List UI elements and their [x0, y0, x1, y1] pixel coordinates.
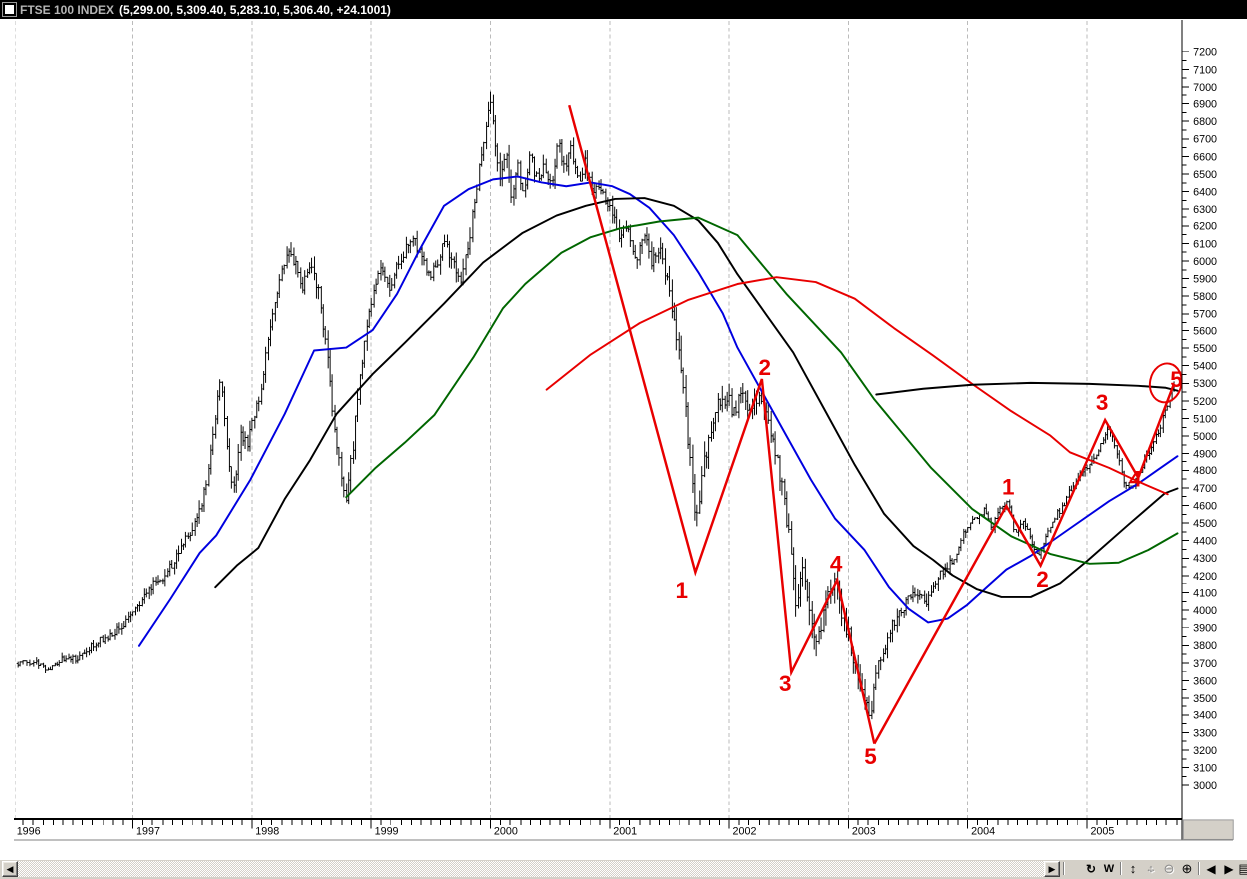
y-axis-label: 5000 — [1193, 431, 1217, 443]
y-axis-label: 4100 — [1193, 587, 1217, 599]
window-list-button[interactable]: ▤ — [1238, 861, 1247, 876]
y-axis-label: 7000 — [1193, 82, 1217, 94]
y-axis-label: 4700 — [1193, 483, 1217, 495]
y-axis-label: 4900 — [1193, 449, 1217, 461]
y-axis-label: 6400 — [1193, 187, 1217, 199]
y-axis-label: 3300 — [1193, 727, 1217, 739]
x-axis-label: 1996 — [17, 826, 41, 838]
wave-label-4: 4 — [830, 551, 843, 576]
x-axis-label: 2005 — [1090, 826, 1114, 838]
y-axis-label: 5300 — [1193, 378, 1217, 390]
y-axis-label: 6600 — [1193, 151, 1217, 163]
y-axis-label: 6100 — [1193, 238, 1217, 250]
y-axis-label: 7100 — [1193, 64, 1217, 76]
divider-2 — [1198, 862, 1200, 875]
y-axis-label: 4500 — [1193, 518, 1217, 530]
axis-corner-filler — [1182, 819, 1234, 840]
scroll-page-right-button[interactable]: ▶ — [1224, 862, 1234, 876]
wave-label-3: 3 — [1096, 390, 1109, 415]
x-axis-label: 2004 — [971, 826, 995, 838]
y-axis-label: 6000 — [1193, 256, 1217, 268]
y-axis-label: 6300 — [1193, 204, 1217, 216]
ma-medium-black-line — [214, 197, 1179, 598]
y-axis-label: 5600 — [1193, 325, 1217, 337]
y-axis-label: 4000 — [1193, 605, 1217, 617]
zoom-in-button[interactable]: ⊕ — [1181, 861, 1193, 876]
wave-label-1: 1 — [1002, 474, 1015, 499]
y-axis-label: 4800 — [1193, 465, 1217, 477]
wave-label-5: 5 — [864, 744, 877, 769]
y-axis-label: 4300 — [1193, 553, 1217, 565]
y-axis-label: 3800 — [1193, 640, 1217, 652]
wave-label-4: 4 — [1129, 467, 1142, 492]
y-axis-label: 3600 — [1193, 675, 1217, 687]
y-axis-label: 6800 — [1193, 116, 1217, 128]
wave-label-3: 3 — [779, 671, 792, 696]
y-axis-label: 5400 — [1193, 361, 1217, 373]
elliott-wave-up — [873, 384, 1175, 745]
x-axis-ticks — [22, 819, 1178, 829]
scrollbar-left-arrow[interactable]: ◀ — [2, 861, 18, 877]
y-axis-label: 4600 — [1193, 500, 1217, 512]
wave-5-circle — [1148, 362, 1183, 404]
ma-fast-blue-line — [137, 175, 1179, 647]
wave-label-2: 2 — [1036, 567, 1049, 592]
x-axis-label: 2000 — [494, 826, 518, 838]
pan-tool-button-overlay-glyph: ↕ — [1148, 863, 1154, 875]
y-axis-label: 4400 — [1193, 536, 1217, 548]
y-axis-label: 3900 — [1193, 623, 1217, 635]
y-axis-label: 5700 — [1193, 309, 1217, 321]
fit-y-scale-button[interactable]: ↕ — [1129, 861, 1137, 876]
y-axis-label: 5100 — [1193, 413, 1217, 425]
scroll-page-left-button[interactable]: ◀ — [1206, 862, 1216, 876]
y-axis-ticks — [1181, 51, 1190, 786]
wave-label-1: 1 — [676, 578, 689, 603]
y-axis-label: 3000 — [1193, 780, 1217, 792]
window-title: FTSE 100 INDEX — [20, 2, 115, 17]
y-axis-label: 6700 — [1193, 134, 1217, 146]
window-icon[interactable] — [3, 3, 16, 16]
wave-label-2: 2 — [759, 355, 772, 380]
x-axis-label: 1999 — [375, 826, 399, 838]
y-axis-label: 3400 — [1193, 710, 1217, 722]
x-axis-label: 2001 — [613, 826, 637, 838]
ma-flat-black-line — [875, 381, 1179, 396]
ma-long-red-line — [545, 276, 1169, 496]
y-axis-label: 3500 — [1193, 693, 1217, 705]
y-axis-label: 6900 — [1193, 99, 1217, 111]
zoom-out-button: ⊖ — [1163, 861, 1175, 876]
x-axis-label: 1998 — [255, 826, 279, 838]
x-axis-label: 2003 — [852, 826, 876, 838]
chart-canvas[interactable]: 1 2 3 4 5 1 2 3 4 5 3000 3100 3200 3300 3400 3500 3600 37… — [0, 19, 1247, 860]
y-axis-label: 5900 — [1193, 274, 1217, 286]
y-axis-label: 5500 — [1193, 343, 1217, 355]
y-axis-label: 3200 — [1193, 745, 1217, 757]
y-axis-label: 7200 — [1193, 47, 1217, 59]
price-bars — [16, 91, 1176, 723]
year-gridlines — [14, 20, 1088, 818]
pan-tool-button: ↔ ↕ — [1142, 861, 1160, 877]
window-quote-values: (5,299.00, 5,309.40, 5,283.10, 5,306.40,… — [119, 2, 391, 17]
elliott-wave-down — [568, 104, 876, 744]
toolbar-divider — [1063, 862, 1065, 875]
ma-slow-green-line — [345, 216, 1179, 565]
x-axis-label: 2002 — [733, 826, 757, 838]
y-axis-label: 4200 — [1193, 571, 1217, 583]
y-axis-label: 3100 — [1193, 762, 1217, 774]
x-axis-label: 1997 — [136, 826, 160, 838]
y-axis-label: 6500 — [1193, 169, 1217, 181]
scrollbar-right-arrow[interactable]: ▶ — [1044, 861, 1060, 877]
y-axis-label: 6200 — [1193, 221, 1217, 233]
weekly-periodicity-button[interactable]: W — [1103, 863, 1115, 875]
y-axis-label: 3700 — [1193, 658, 1217, 670]
divider-1 — [1120, 862, 1122, 875]
refresh-button[interactable]: ↻ — [1085, 862, 1097, 876]
y-axis-label: 5800 — [1193, 291, 1217, 303]
y-axis-label: 5200 — [1193, 396, 1217, 408]
bottom-toolbar: ◀ ▶ ↻ W ↕ ↔ ↕ ⊖ ⊕ ◀ ▶ ▤ — [0, 860, 1247, 879]
scrollbar-track[interactable] — [18, 861, 1044, 877]
window-titlebar: FTSE 100 INDEX (5,299.00, 5,309.40, 5,28… — [0, 0, 1247, 19]
